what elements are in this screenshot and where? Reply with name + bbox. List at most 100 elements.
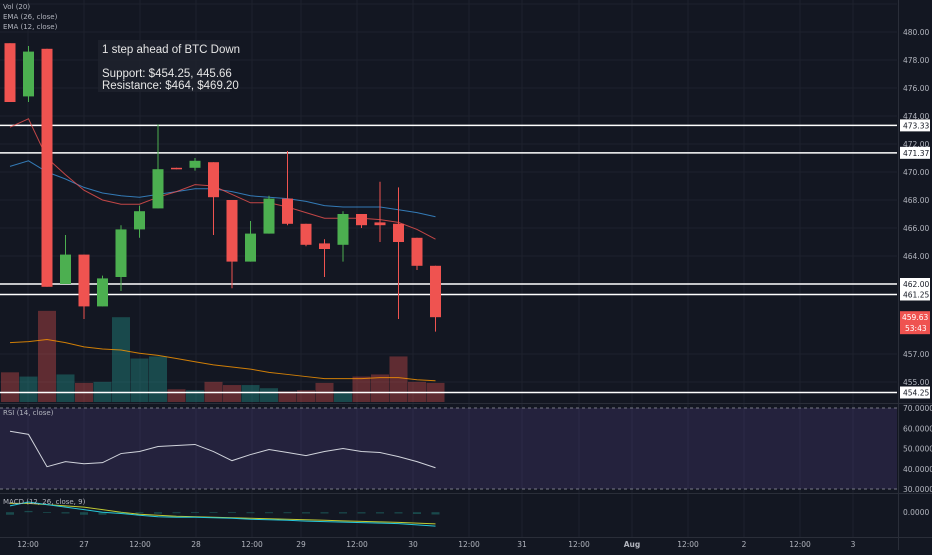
time-axis[interactable]: 12:00 27 12:00 28 12:00 29 12:00 30 12:00 31 12:00… xyxy=(0,537,932,550)
volume-bar xyxy=(130,358,149,402)
macd-histogram-bar xyxy=(98,512,107,515)
macd-histogram-bar xyxy=(24,510,33,513)
level-label-box xyxy=(900,386,930,399)
candle-body xyxy=(263,198,275,234)
volume-bar xyxy=(112,317,130,402)
level-label: 461.25 xyxy=(903,291,929,300)
macd-histogram-bar xyxy=(117,512,125,514)
candle-body xyxy=(23,51,34,97)
volume-bar xyxy=(223,385,241,402)
price-tick-label: 470.00 xyxy=(903,168,929,177)
candles[interactable] xyxy=(4,43,442,332)
macd-histogram-bar xyxy=(80,512,88,515)
last-price-label: 459.63 xyxy=(902,313,928,322)
last-price-badge xyxy=(900,311,930,335)
price-tick-label: 468.00 xyxy=(903,196,929,205)
level-label-box xyxy=(900,119,930,132)
volume-bar xyxy=(38,310,56,402)
macd-histogram-bar xyxy=(191,512,199,513)
macd-histogram-bar xyxy=(302,512,310,514)
rsi-tick-label: 50.0000 xyxy=(903,445,932,454)
time-tick-label: 12:00 xyxy=(346,540,368,549)
annotation-box[interactable]: 1 step ahead of BTC Down Support: $454.2… xyxy=(98,40,240,92)
time-tick-label: 27 xyxy=(79,540,89,549)
price-tick-label: 466.00 xyxy=(903,224,929,233)
vol-indicator-label[interactable]: Vol (20) xyxy=(3,3,31,11)
volume-bar xyxy=(186,390,204,402)
volume-bar xyxy=(19,376,38,402)
rsi-line xyxy=(9,430,436,469)
candle-body xyxy=(78,254,90,307)
candle-body xyxy=(245,233,256,262)
candle-body xyxy=(300,223,312,245)
candle-body xyxy=(282,198,293,224)
volume-bar xyxy=(334,391,352,402)
time-tick-label: 2 xyxy=(742,540,747,549)
time-tick-label: 12:00 xyxy=(458,540,480,549)
level-label: 471.37 xyxy=(903,149,929,158)
volume-bar xyxy=(297,390,315,402)
time-tick-label: 12:00 xyxy=(241,540,263,549)
support-resistance-lines[interactable] xyxy=(0,0,897,394)
time-tick-label: 30 xyxy=(408,540,418,549)
macd-signal-line xyxy=(10,502,436,525)
macd-histogram-bar xyxy=(394,512,403,514)
candle-body xyxy=(152,169,164,209)
macd-line xyxy=(9,501,436,527)
time-tick-label: 28 xyxy=(191,540,201,549)
candle-body xyxy=(319,243,330,249)
macd-histogram-bar xyxy=(339,512,347,514)
candle-body xyxy=(356,214,367,226)
candle-body xyxy=(189,160,201,168)
annotation-resistance: Resistance: $464, $469.20 xyxy=(102,80,239,92)
volume-bar xyxy=(389,356,408,402)
macd-histogram-bar xyxy=(43,512,51,513)
candle-body xyxy=(430,265,441,318)
candle-body xyxy=(337,214,349,245)
candle-body xyxy=(97,278,108,307)
countdown-label: 53:43 xyxy=(905,324,927,333)
time-tick-label: 3 xyxy=(851,540,856,549)
candle-body xyxy=(134,211,145,230)
candle-body xyxy=(41,48,53,287)
time-tick-label: 12:00 xyxy=(568,540,590,549)
candle-body xyxy=(226,200,238,262)
rsi-band-fill xyxy=(0,408,897,489)
volume-bar xyxy=(352,376,371,402)
level-label: 454.25 xyxy=(903,389,929,398)
macd-histogram-bar xyxy=(431,512,440,515)
volume-bar xyxy=(149,356,167,402)
macd-histogram-bar xyxy=(154,512,162,514)
macd-histogram-bar xyxy=(172,512,181,514)
level-label-box xyxy=(900,278,930,290)
rsi-indicator-label[interactable]: RSI (14, close) xyxy=(3,409,54,417)
volume-bar xyxy=(1,372,19,402)
volume-bar xyxy=(371,374,389,402)
macd-histogram-bar xyxy=(246,512,255,514)
rsi-band xyxy=(0,407,897,490)
candle-body xyxy=(171,167,182,170)
candle-body xyxy=(374,222,386,226)
volume-bar xyxy=(241,385,260,402)
price-axis[interactable]: 455.00 457.00 464.00 466.00 468.00 470.00 472.… xyxy=(900,0,932,517)
price-tick-label: 457.00 xyxy=(903,350,929,359)
macd-indicator-label[interactable]: MACD (12, 26, close, 9) xyxy=(3,498,86,506)
macd-histogram-bar xyxy=(413,512,421,514)
level-label-box xyxy=(900,146,930,159)
candle-body xyxy=(411,237,423,266)
price-tick-label: 464.00 xyxy=(903,252,929,261)
macd-histogram-bar xyxy=(357,512,366,514)
rsi-tick-label: 40.0000 xyxy=(903,465,932,474)
ema26-indicator-label[interactable]: EMA (26, close) xyxy=(3,13,58,21)
macd-histogram-bar xyxy=(376,512,384,514)
macd-histogram-bar xyxy=(135,512,144,514)
time-tick-label: 12:00 xyxy=(789,540,811,549)
macd-histogram-bar xyxy=(228,512,236,513)
rsi-tick-label: 60.0000 xyxy=(903,424,932,433)
price-tick-label: 472.00 xyxy=(903,140,929,149)
price-tick-label: 476.00 xyxy=(903,84,929,93)
ema12-indicator-label[interactable]: EMA (12, close) xyxy=(3,23,58,31)
